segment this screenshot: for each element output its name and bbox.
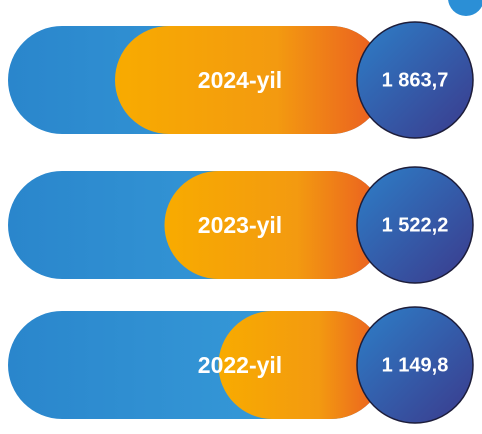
value-circle <box>356 306 474 424</box>
value-label: 1 863,7 <box>382 69 449 91</box>
bar <box>218 311 385 419</box>
category-label: 2024-yil <box>198 67 282 93</box>
bar <box>164 171 385 279</box>
category-label: 2022-yil <box>198 352 282 378</box>
value-circle <box>356 166 474 284</box>
category-label: 2023-yil <box>198 212 282 238</box>
value-label: 1 522,2 <box>382 214 449 236</box>
value-circle <box>356 21 474 139</box>
decor-circle <box>448 0 482 16</box>
bar <box>115 26 385 134</box>
value-label: 1 149,8 <box>382 354 449 376</box>
